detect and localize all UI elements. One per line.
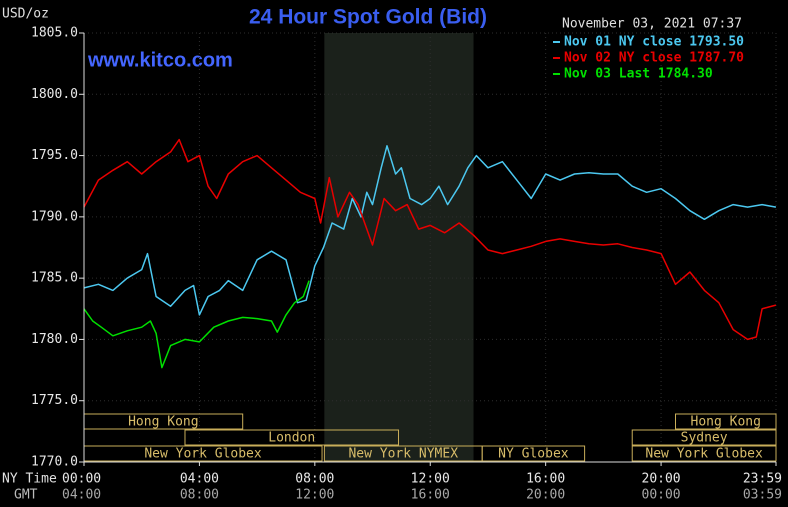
session-label: NY Globex bbox=[498, 447, 569, 462]
x-tick-label: 00:00 bbox=[62, 472, 101, 487]
chart-title: 24 Hour Spot Gold (Bid) bbox=[249, 6, 487, 29]
y-tick-label: 1780.0 bbox=[31, 332, 78, 347]
price-line bbox=[83, 138, 777, 341]
x2-tick-label: 20:00 bbox=[526, 488, 565, 503]
timestamp: November 03, 2021 07:37 bbox=[562, 17, 742, 32]
y-tick-label: 1800.0 bbox=[31, 87, 78, 102]
x-tick-label: 04:00 bbox=[180, 472, 219, 487]
legend-label: Nov 01 NY close 1793.50 bbox=[564, 35, 744, 50]
x2-tick-label: 04:00 bbox=[62, 488, 101, 503]
session-box bbox=[631, 429, 777, 446]
x2-tick-label: 00:00 bbox=[642, 488, 681, 503]
y-tick-label: 1770.0 bbox=[31, 455, 78, 470]
y-tick-label: 1775.0 bbox=[31, 393, 78, 408]
price-line bbox=[83, 280, 310, 369]
session-box bbox=[631, 445, 777, 462]
y-tick-label: 1795.0 bbox=[31, 148, 78, 163]
session-label: London bbox=[268, 431, 315, 446]
session-label: New York Globex bbox=[144, 447, 262, 462]
x-axis-label: NY Time bbox=[2, 472, 57, 487]
session-label: New York NYMEX bbox=[348, 447, 458, 462]
x2-tick-label: 08:00 bbox=[180, 488, 219, 503]
session-box bbox=[481, 445, 586, 462]
price-line bbox=[83, 145, 777, 316]
x2-tick-label: 03:59 bbox=[743, 488, 782, 503]
legend-label: Nov 03 Last 1784.30 bbox=[564, 67, 713, 82]
x-tick-label: 12:00 bbox=[411, 472, 450, 487]
x-tick-label: 16:00 bbox=[526, 472, 565, 487]
session-label: Hong Kong bbox=[691, 415, 761, 430]
session-box bbox=[675, 413, 777, 430]
session-label: Hong Kong bbox=[128, 415, 198, 430]
site-label: www.kitco.com bbox=[87, 49, 233, 71]
x2-tick-label: 12:00 bbox=[295, 488, 334, 503]
session-box bbox=[184, 429, 400, 446]
y-tick-label: 1805.0 bbox=[31, 26, 78, 41]
y-tick-label: 1785.0 bbox=[31, 271, 78, 286]
session-highlight bbox=[324, 33, 474, 462]
x-tick-label: 20:00 bbox=[642, 472, 681, 487]
y-tick-label: 1790.0 bbox=[31, 209, 78, 224]
x-tick-label: 23:59 bbox=[743, 472, 782, 487]
session-label: Sydney bbox=[681, 431, 728, 446]
legend-label: Nov 02 NY close 1787.70 bbox=[564, 51, 744, 66]
x2-tick-label: 16:00 bbox=[411, 488, 450, 503]
session-label: New York Globex bbox=[645, 447, 763, 462]
unit-label: USD/oz bbox=[2, 7, 49, 22]
x2-axis-label: GMT bbox=[14, 488, 38, 503]
x-tick-label: 08:00 bbox=[295, 472, 334, 487]
